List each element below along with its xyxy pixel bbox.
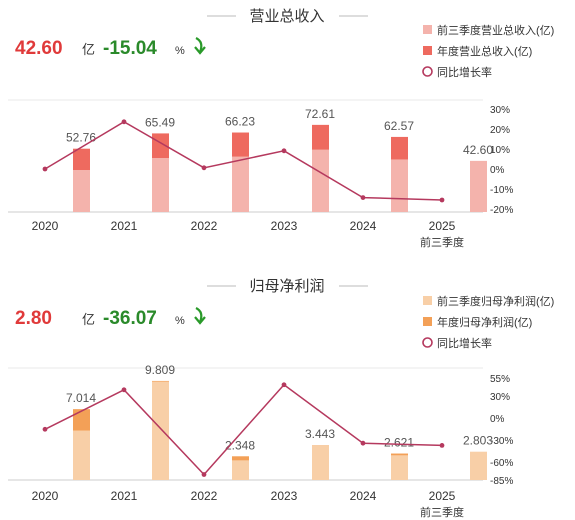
bar-value-label: 65.49: [145, 115, 175, 129]
y2-tick-label: -10%: [490, 185, 513, 196]
headline-change-unit: %: [175, 315, 185, 327]
growth-point: [360, 195, 366, 201]
q3-bar: [312, 445, 329, 480]
x-tick-label: 2025: [429, 219, 456, 233]
x-tick-label: 2024: [350, 489, 377, 503]
bar-value-label: 42.60: [463, 143, 493, 157]
bar-value-label: 62.57: [384, 119, 414, 133]
headline-change: -15.04: [103, 38, 157, 59]
q3-bar: [152, 158, 169, 212]
y2-tick-label: 20%: [490, 125, 510, 136]
growth-point: [439, 197, 445, 203]
legend-label: 前三季度营业总收入(亿): [437, 23, 554, 37]
legend-label: 年度归母净利润(亿): [437, 315, 532, 329]
growth-point: [42, 426, 48, 432]
q3-bar: [391, 455, 408, 480]
headline-unit: 亿: [82, 312, 95, 327]
growth-point: [281, 148, 287, 154]
headline-value: 42.60: [15, 38, 63, 59]
y2-tick-label: 10%: [490, 145, 510, 156]
chart-title: 归母净利润: [249, 278, 324, 295]
legend-swatch: [423, 46, 432, 55]
chart-panel-1: 营业总收入 42.60 亿 -15.04 % 前三季度营业总收入(亿) 年度营业总收入(亿)…: [8, 8, 554, 249]
x-tick-sublabel: 前三季度: [420, 505, 464, 519]
q3-bar: [312, 149, 329, 212]
x-tick-label: 2022: [191, 489, 218, 503]
growth-point: [360, 440, 366, 446]
x-tick-label: 2021: [111, 489, 138, 503]
q3-bar: [73, 430, 90, 480]
legend-line-marker: [422, 66, 433, 77]
legend-line-marker: [422, 337, 433, 348]
x-tick-label: 2024: [350, 219, 377, 233]
chart-title: 营业总收入: [249, 8, 324, 25]
y2-tick-label: 0%: [490, 165, 505, 176]
legend-swatch: [423, 317, 432, 326]
growth-point: [201, 472, 207, 477]
headline-change-unit: %: [175, 45, 185, 57]
legend-swatch: [423, 296, 432, 305]
y2-tick-label: 55%: [490, 374, 510, 385]
y2-tick-label: -20%: [490, 205, 513, 216]
y2-tick-label: 0%: [490, 414, 505, 425]
bar-value-label: 2.621: [384, 436, 414, 450]
bar-value-label: 9.809: [145, 363, 175, 377]
x-tick-label: 2020: [32, 219, 59, 233]
bar-value-label: 2.803: [463, 434, 493, 448]
q3-bar: [470, 160, 487, 212]
q3-bar: [470, 451, 487, 480]
y2-tick-label: 30%: [490, 392, 510, 403]
growth-point: [121, 119, 127, 125]
down-arrow-icon: [195, 307, 203, 323]
y2-tick-label: -30%: [490, 436, 513, 447]
growth-point: [201, 165, 207, 171]
down-arrow-icon: [195, 37, 203, 53]
q3-bar: [232, 156, 249, 212]
bar-value-label: 52.76: [66, 131, 96, 145]
y2-tick-label: 30%: [490, 105, 510, 116]
bar-value-label: 3.443: [305, 427, 335, 441]
headline-change: -36.07: [103, 308, 157, 329]
x-tick-label: 2022: [191, 219, 218, 233]
headline-unit: 亿: [82, 42, 95, 57]
growth-line: [44, 383, 443, 476]
x-tick-sublabel: 前三季度: [420, 235, 464, 249]
legend-label: 同比增长率: [437, 65, 492, 79]
y2-tick-label: -85%: [490, 476, 513, 487]
q3-bar: [73, 170, 90, 212]
legend-label: 前三季度归母净利润(亿): [437, 294, 554, 308]
growth-point: [281, 382, 287, 388]
x-tick-label: 2025: [429, 489, 456, 503]
down-arrow-head-icon: [194, 46, 206, 55]
x-tick-label: 2023: [271, 219, 298, 233]
legend-swatch: [423, 25, 432, 34]
down-arrow-head-icon: [194, 316, 206, 325]
legend-label: 年度营业总收入(亿): [437, 44, 532, 58]
y2-tick-label: -60%: [490, 458, 513, 469]
x-tick-label: 2020: [32, 489, 59, 503]
legend-label: 同比增长率: [437, 336, 492, 350]
growth-point: [439, 443, 445, 448]
x-tick-label: 2021: [111, 219, 138, 233]
x-tick-label: 2023: [271, 489, 298, 503]
bar-value-label: 66.23: [225, 115, 255, 129]
q3-bar: [232, 460, 249, 480]
bar-value-label: 7.014: [66, 391, 96, 405]
q3-bar: [391, 159, 408, 212]
chart-panel-2: 归母净利润 2.80 亿 -36.07 % 前三季度归母净利润(亿) 年度归母净利润(亿) 同…: [8, 278, 554, 519]
growth-line: [44, 120, 443, 201]
bar-value-label: 72.61: [305, 107, 335, 121]
growth-point: [121, 387, 127, 393]
q3-bar: [152, 381, 169, 480]
growth-point: [42, 166, 48, 172]
headline-value: 2.80: [15, 308, 52, 329]
